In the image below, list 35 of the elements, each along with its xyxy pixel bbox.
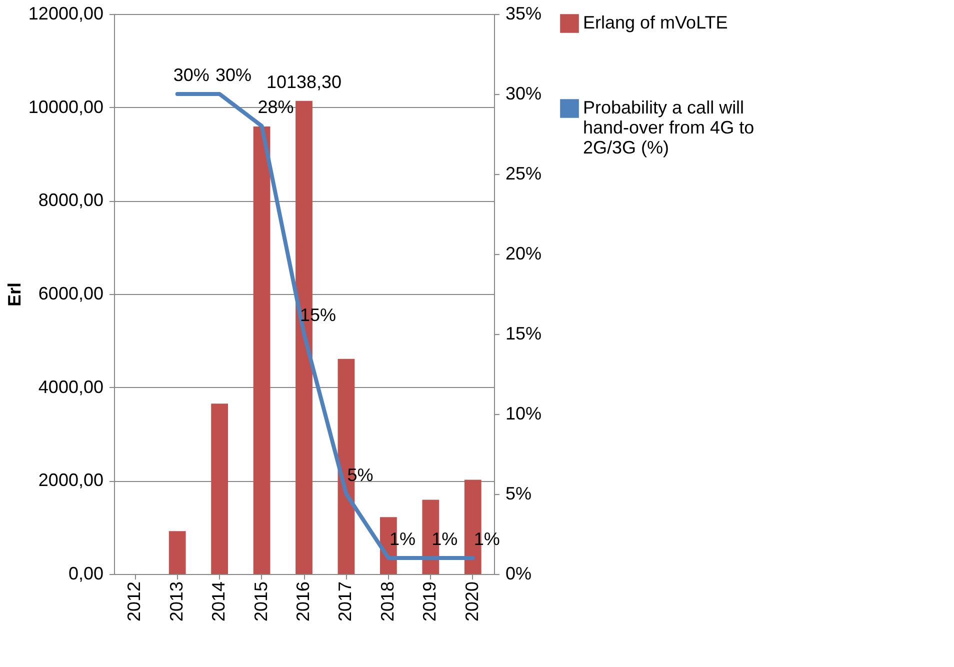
y2-tick-label: 15% bbox=[506, 324, 542, 344]
y-axis-title: Erl bbox=[4, 282, 24, 307]
y-tick-label: 8000,00 bbox=[38, 190, 104, 210]
y-tick-label: 4000,00 bbox=[38, 376, 104, 397]
x-tick-label: 2012 bbox=[124, 582, 144, 622]
data-label: 28% bbox=[258, 97, 294, 117]
legend-label: Probability a call will hand-over from 4G to 2G/3G (%) bbox=[583, 98, 754, 158]
x-tick-label: 2019 bbox=[420, 582, 440, 622]
y2-tick-label: 35% bbox=[506, 4, 542, 24]
y2-tick-label: 30% bbox=[506, 84, 542, 104]
y2-tick-label: 20% bbox=[506, 244, 542, 264]
line-series bbox=[175, 92, 475, 560]
y2-tick-label: 5% bbox=[506, 484, 532, 504]
data-label: 30% bbox=[173, 65, 210, 85]
x-tick-label: 2020 bbox=[462, 582, 482, 622]
y-tick-label: 10000,00 bbox=[28, 96, 104, 117]
x-tick-label: 2013 bbox=[166, 582, 186, 622]
x-tick-label: 2017 bbox=[335, 582, 356, 622]
y2-tick-label: 0% bbox=[506, 564, 532, 584]
bar bbox=[168, 531, 186, 574]
legend-label: Erlang of mVoLTE bbox=[583, 12, 728, 32]
y-tick-label: 6000,00 bbox=[38, 284, 104, 304]
y-tick-label: 0,00 bbox=[68, 564, 104, 584]
x-tick-label: 2015 bbox=[250, 582, 271, 622]
data-label: 30% bbox=[216, 65, 252, 85]
y2-tick-label: 25% bbox=[506, 164, 542, 184]
x-tick-label: 2014 bbox=[208, 582, 229, 622]
data-label: 10138,30 bbox=[266, 72, 342, 92]
x-tick-label: 2016 bbox=[293, 582, 313, 622]
y-tick-label: 12000,00 bbox=[28, 4, 104, 24]
bar bbox=[211, 404, 228, 574]
x-tick-label: 2018 bbox=[377, 582, 398, 622]
y-tick-label: 2000,00 bbox=[38, 470, 104, 490]
bar bbox=[253, 126, 270, 574]
y2-tick-label: 10% bbox=[506, 404, 542, 424]
